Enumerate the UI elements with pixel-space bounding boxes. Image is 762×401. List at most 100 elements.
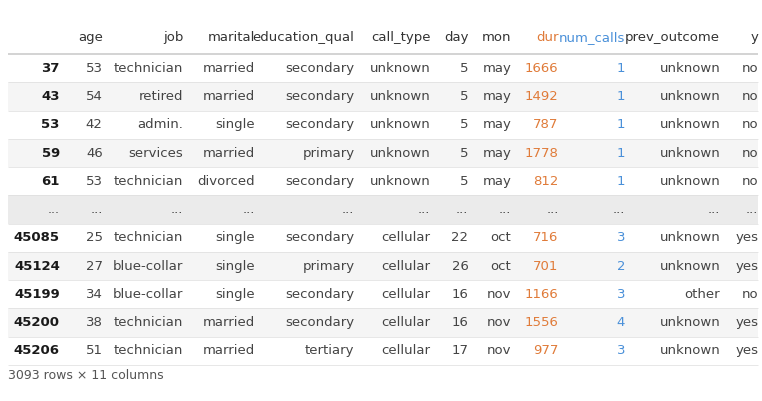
Text: 51: 51 [85,344,103,357]
Text: 27: 27 [85,259,103,273]
Text: tertiary: tertiary [305,344,354,357]
Text: ...: ... [546,203,559,216]
Text: retired: retired [139,90,184,103]
Text: 34: 34 [86,288,103,301]
Text: 53: 53 [85,175,103,188]
Text: unknown: unknown [659,118,720,131]
Text: ...: ... [499,203,511,216]
Text: 45124: 45124 [14,259,60,273]
Text: 2: 2 [616,259,625,273]
Text: primary: primary [303,146,354,160]
Text: prev_outcome: prev_outcome [625,30,720,44]
Text: yes: yes [735,316,758,329]
Text: 1778: 1778 [525,146,559,160]
Text: may: may [482,118,511,131]
Text: yes: yes [735,344,758,357]
Text: may: may [482,62,511,75]
Text: married: married [203,316,255,329]
Text: 45206: 45206 [14,344,60,357]
Text: 5: 5 [460,62,469,75]
Text: 1: 1 [616,175,625,188]
Text: single: single [215,118,255,131]
Text: unknown: unknown [370,146,431,160]
Text: 1556: 1556 [525,316,559,329]
Text: cellular: cellular [382,344,431,357]
Text: 25: 25 [85,231,103,244]
Bar [8,224,758,252]
Text: cellular: cellular [382,231,431,244]
Text: 3: 3 [616,231,625,244]
Text: 38: 38 [86,316,103,329]
Text: may: may [482,90,511,103]
Bar [8,111,758,139]
Bar [8,252,758,280]
Text: unknown: unknown [659,90,720,103]
Text: ...: ... [746,203,758,216]
Text: 1: 1 [616,62,625,75]
Text: y: y [751,30,758,44]
Text: 43: 43 [41,90,60,103]
Text: 5: 5 [460,90,469,103]
Text: admin.: admin. [137,118,184,131]
Text: married: married [203,62,255,75]
Text: ...: ... [418,203,431,216]
Bar [8,54,758,82]
Text: 1: 1 [616,146,625,160]
Text: dur: dur [536,30,559,44]
Text: 45085: 45085 [14,231,60,244]
Text: secondary: secondary [285,62,354,75]
Text: 53: 53 [85,62,103,75]
Text: 26: 26 [452,259,469,273]
Text: unknown: unknown [370,62,431,75]
Text: 977: 977 [533,344,559,357]
Text: no: no [741,62,758,75]
Text: single: single [215,288,255,301]
Text: 4: 4 [616,316,625,329]
Text: unknown: unknown [659,344,720,357]
Text: single: single [215,231,255,244]
Bar [8,167,758,195]
Text: call_type: call_type [371,30,431,44]
Text: yes: yes [735,231,758,244]
Text: 54: 54 [86,90,103,103]
Text: unknown: unknown [659,175,720,188]
Text: unknown: unknown [659,316,720,329]
Text: oct: oct [491,259,511,273]
Bar [8,139,758,167]
Text: age: age [78,30,103,44]
Text: oct: oct [491,231,511,244]
Text: divorced: divorced [197,175,255,188]
Text: ...: ... [171,203,184,216]
Text: 3: 3 [616,344,625,357]
Text: other: other [684,288,720,301]
Text: 5: 5 [460,175,469,188]
Text: ...: ... [613,203,625,216]
Text: 22: 22 [451,231,469,244]
Text: single: single [215,259,255,273]
Text: 1: 1 [616,118,625,131]
Text: blue-collar: blue-collar [113,259,184,273]
Text: 42: 42 [86,118,103,131]
Text: 45200: 45200 [14,316,60,329]
Text: unknown: unknown [659,231,720,244]
Text: may: may [482,146,511,160]
Text: unknown: unknown [370,90,431,103]
Text: services: services [129,146,184,160]
Text: 3093 rows × 11 columns: 3093 rows × 11 columns [8,369,163,382]
Text: ...: ... [456,203,469,216]
Text: 3: 3 [616,288,625,301]
Text: nov: nov [487,316,511,329]
Text: may: may [482,175,511,188]
Text: 16: 16 [452,288,469,301]
Text: 17: 17 [451,344,469,357]
Text: 1: 1 [616,90,625,103]
Text: 1492: 1492 [525,90,559,103]
Text: married: married [203,344,255,357]
Text: nov: nov [487,344,511,357]
Text: mon: mon [482,30,511,44]
Text: ...: ... [342,203,354,216]
Text: no: no [741,288,758,301]
Bar [8,20,758,54]
Text: no: no [741,118,758,131]
Text: no: no [741,146,758,160]
